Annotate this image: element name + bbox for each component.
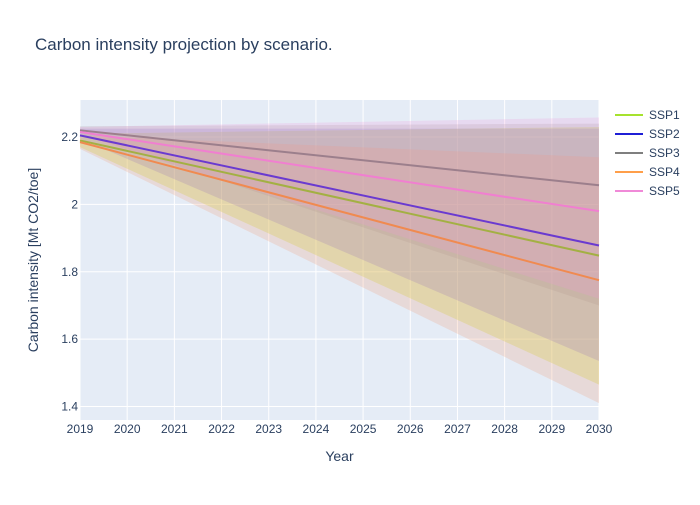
x-tick-label: 2030 bbox=[586, 422, 613, 436]
legend-label: SSP4 bbox=[649, 165, 680, 179]
x-tick-label: 2024 bbox=[303, 422, 330, 436]
x-tick-label: 2027 bbox=[444, 422, 471, 436]
legend-item-ssp3[interactable]: SSP3 bbox=[615, 146, 680, 160]
band-ssp4 bbox=[80, 135, 599, 404]
y-axis-ticks: 1.4 1.6 1.8 2 2.2 bbox=[61, 130, 78, 413]
legend-item-ssp5[interactable]: SSP5 bbox=[615, 184, 680, 198]
x-tick-label: 2022 bbox=[208, 422, 235, 436]
series-line-ssp3 bbox=[79, 129, 600, 187]
series-line-ssp5 bbox=[79, 131, 600, 213]
legend-label: SSP5 bbox=[649, 184, 680, 198]
x-tick-label: 2029 bbox=[538, 422, 565, 436]
x-tick-label: 2020 bbox=[114, 422, 141, 436]
legend-item-ssp4[interactable]: SSP4 bbox=[615, 165, 680, 179]
x-tick-label: 2025 bbox=[350, 422, 377, 436]
x-axis-label: Year bbox=[325, 448, 354, 464]
x-tick-label: 2019 bbox=[67, 422, 94, 436]
grid bbox=[79, 100, 600, 420]
x-tick-label: 2028 bbox=[491, 422, 518, 436]
legend-label: SSP3 bbox=[649, 146, 680, 160]
series-line-ssp2 bbox=[79, 134, 600, 247]
legend-item-ssp1[interactable]: SSP1 bbox=[615, 108, 680, 122]
band-ssp2 bbox=[80, 128, 599, 362]
chart-title: Carbon intensity projection by scenario. bbox=[35, 35, 333, 54]
x-axis-ticks: 2019 2020 2021 2022 2023 2024 2025 2026 2027 2028… bbox=[67, 422, 613, 436]
y-axis-label: Carbon intensity [Mt CO2/toe] bbox=[25, 168, 41, 352]
legend[interactable]: SSP1 SSP2 SSP3 SSP4 SSP5 bbox=[615, 108, 680, 198]
legend-item-ssp2[interactable]: SSP2 bbox=[615, 127, 680, 141]
y-tick-label: 2 bbox=[71, 197, 78, 211]
y-tick-label: 1.4 bbox=[61, 400, 78, 414]
series-lines bbox=[79, 129, 600, 282]
series-line-ssp1 bbox=[79, 139, 600, 257]
series-line-ssp4 bbox=[79, 141, 600, 282]
x-tick-label: 2021 bbox=[161, 422, 188, 436]
legend-label: SSP1 bbox=[649, 108, 680, 122]
x-tick-label: 2026 bbox=[397, 422, 424, 436]
legend-label: SSP2 bbox=[649, 127, 680, 141]
y-tick-label: 1.8 bbox=[61, 265, 78, 279]
x-tick-label: 2023 bbox=[255, 422, 282, 436]
y-tick-label: 2.2 bbox=[61, 130, 78, 144]
y-tick-label: 1.6 bbox=[61, 332, 78, 346]
